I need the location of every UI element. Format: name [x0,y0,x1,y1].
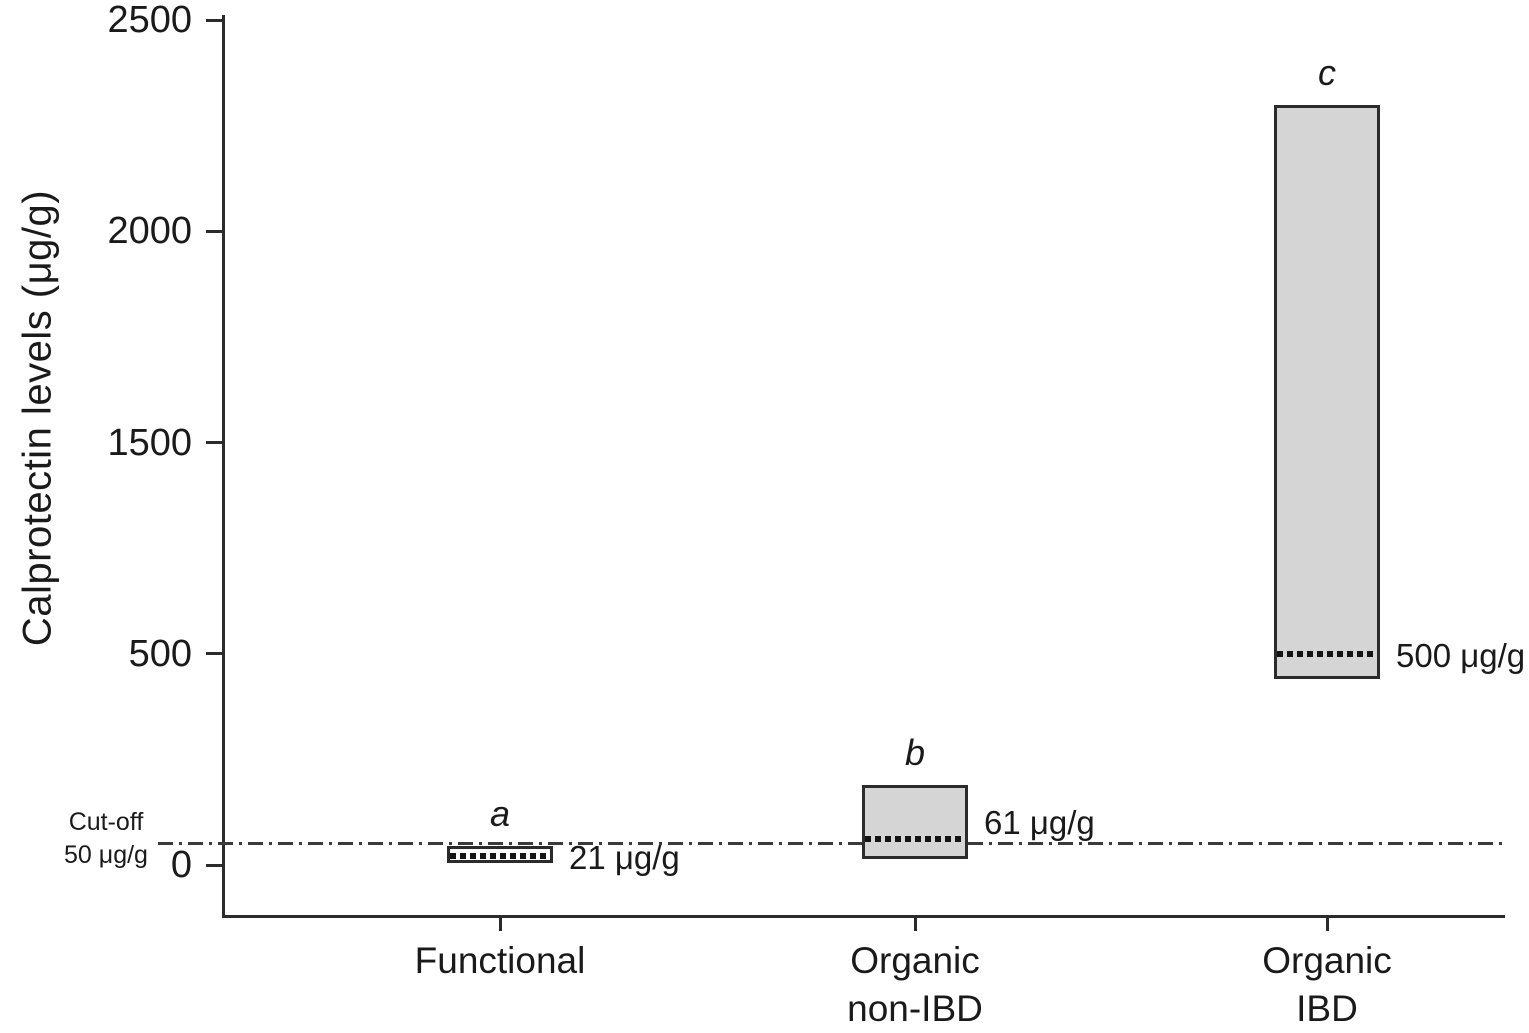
median-line [1277,650,1377,657]
category-label: Functional [330,937,670,985]
significance-letter: b [904,731,926,773]
y-tick-label: 2500 [107,0,192,41]
median-line [865,836,965,843]
cutoff-label: Cut-off 50 μg/g [50,806,162,872]
range-bar [862,784,968,859]
median-annotation: 21 μg/g [569,839,680,877]
y-tick-label: 500 [128,632,192,675]
x-axis-line [222,915,1505,918]
median-annotation: 61 μg/g [984,804,1095,842]
category-label: Organic non-IBD [745,937,1085,1033]
y-tick-mark [206,18,222,22]
y-tick-label: 0 [170,844,192,886]
significance-letter: c [1318,51,1336,93]
x-tick-mark [913,915,917,931]
cutoff-line [158,842,1505,846]
significance-letter: a [489,792,511,834]
y-axis-line [222,15,225,918]
category-label-line: Organic [850,940,980,981]
x-tick-mark [498,915,502,931]
category-label-line: Organic [1262,940,1392,981]
category-label: Organic IBD [1157,937,1497,1033]
category-label-line: IBD [1296,988,1358,1029]
y-tick-mark [206,863,222,867]
cutoff-label-line1: Cut-off [68,808,144,836]
median-line [450,853,550,860]
x-tick-mark [1325,915,1329,931]
category-label-line: non-IBD [847,988,983,1029]
range-bar [447,845,553,863]
category-label-line: Functional [414,940,586,981]
range-bar [1274,104,1380,680]
y-tick-mark [206,652,222,656]
y-tick-label: 1500 [107,421,192,464]
median-annotation: 500 μg/g [1396,636,1526,674]
y-tick-mark [206,441,222,444]
cutoff-label-line2: 50 μg/g [64,841,148,869]
y-tick-label: 2000 [107,210,192,253]
y-tick-mark [206,229,222,233]
